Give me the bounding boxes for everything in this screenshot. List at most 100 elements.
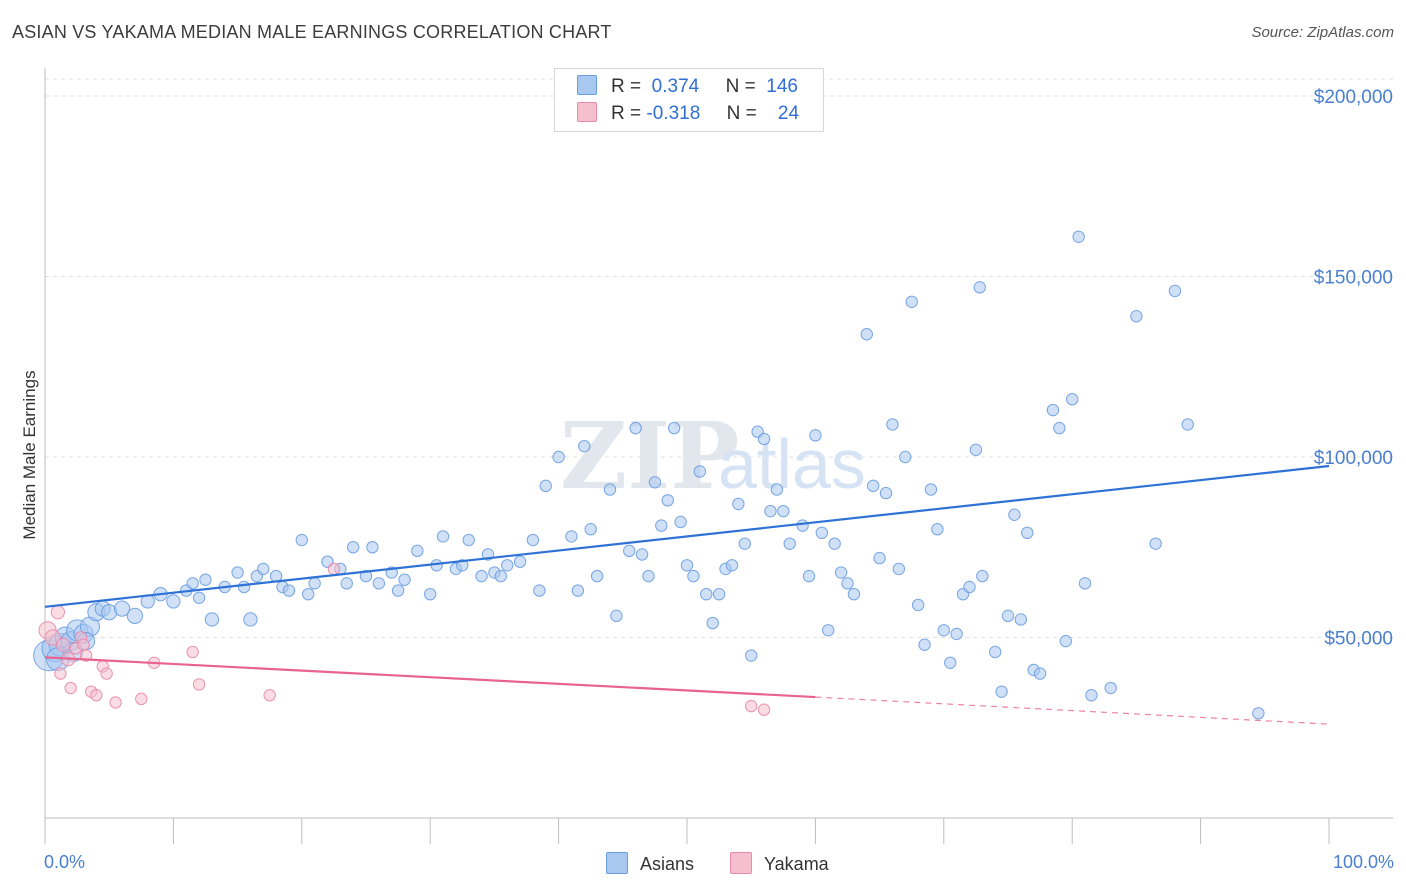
y-tick-label: $200,000 — [1314, 87, 1393, 108]
asians-point — [783, 537, 796, 550]
asians-point — [257, 562, 270, 576]
asians-point — [199, 573, 212, 586]
yakama-point — [100, 667, 113, 680]
y-tick-label: $150,000 — [1314, 268, 1393, 289]
yakama-point — [192, 678, 206, 691]
asians-point — [655, 519, 668, 532]
asians-point — [757, 432, 771, 446]
asians-point — [578, 439, 591, 453]
asians-point — [340, 577, 353, 590]
asians-points — [33, 230, 1265, 720]
asians-point — [1168, 284, 1182, 298]
asians-point — [815, 526, 829, 540]
asians-point — [873, 551, 886, 565]
stats-legend: R = 0.374 N = 146 R = -0.318 N = 24 — [554, 68, 824, 132]
asians-point — [539, 479, 552, 493]
asians-point — [533, 584, 546, 597]
asians-point — [732, 497, 745, 511]
yakama-point — [44, 629, 61, 646]
asians-point — [969, 443, 983, 456]
asians-point — [899, 450, 912, 464]
axes — [44, 68, 1393, 844]
asians-point — [764, 504, 777, 518]
asians-point — [565, 530, 578, 543]
y-tick-label: $100,000 — [1314, 448, 1393, 469]
asians-point — [295, 533, 308, 547]
asians-point — [860, 328, 873, 341]
asians-point — [1053, 421, 1066, 435]
asians-point — [911, 598, 925, 612]
yakama-point — [54, 667, 67, 680]
asians-point — [1181, 418, 1194, 431]
asians-point — [995, 685, 1008, 698]
asians-point — [204, 612, 220, 627]
asians-point — [976, 569, 989, 583]
legend-row-asians: R = 0.374 N = 146 — [577, 75, 798, 99]
asians-n-value: 146 — [766, 76, 798, 97]
asians-point — [879, 486, 893, 500]
yakama-r-value: -0.318 — [646, 103, 701, 124]
asians-point — [590, 569, 604, 583]
asians-point — [802, 569, 816, 583]
asians-point — [1001, 609, 1015, 623]
asians-point — [687, 569, 700, 583]
asians-swatch — [577, 75, 597, 95]
y-tick-label: $50,000 — [1324, 629, 1393, 650]
asians-point — [680, 559, 694, 572]
x-tick-max: 100.0% — [1332, 852, 1394, 872]
asians-legend-label: Asians — [640, 854, 695, 874]
yakama-point — [757, 703, 771, 716]
asians-point — [584, 523, 597, 536]
bottom-legend-asians: Asians — [606, 852, 694, 875]
asians-point — [462, 533, 475, 547]
yakama-point — [64, 681, 77, 695]
asians-point — [918, 638, 931, 651]
asians-trend-line — [44, 464, 1330, 608]
asians-point — [359, 569, 373, 583]
bottom-legend-yakama: Yakama — [730, 852, 829, 875]
asians-point — [841, 577, 854, 590]
asians-point — [1130, 310, 1143, 323]
yakama-point — [55, 637, 71, 652]
asians-point — [1149, 537, 1162, 550]
yakama-point — [135, 692, 148, 706]
asians-point — [1072, 230, 1085, 243]
watermark-atlas: atlas — [718, 425, 866, 503]
asians-point — [501, 559, 514, 572]
asians-point — [1008, 508, 1021, 521]
asians-point — [166, 594, 181, 609]
asians-point — [745, 649, 758, 662]
yakama-swatch — [577, 102, 597, 122]
asians-point — [308, 577, 321, 590]
asians-point — [847, 587, 861, 601]
yakama-point — [109, 696, 122, 709]
yakama-point — [90, 689, 103, 702]
asians-point — [693, 465, 707, 478]
asians-point — [706, 616, 719, 630]
asians-point — [1085, 689, 1098, 702]
asians-point — [892, 562, 906, 576]
asians-point — [809, 429, 822, 442]
asians-point — [770, 483, 784, 496]
asians-point — [436, 530, 450, 543]
asians-point — [629, 421, 642, 435]
asians-point — [1059, 634, 1072, 648]
asians-point — [243, 612, 258, 627]
r-label: R = — [611, 103, 642, 124]
asians-point — [366, 541, 379, 554]
asians-point — [866, 479, 880, 493]
asians-point — [113, 600, 131, 617]
asians-point — [1046, 403, 1060, 417]
asians-point — [931, 523, 944, 536]
asians-point — [391, 584, 405, 597]
n-label: N = — [726, 103, 757, 124]
yakama-point — [77, 638, 90, 651]
asians-point — [282, 584, 296, 597]
asians-point — [346, 541, 360, 554]
yakama-point — [263, 689, 276, 702]
asians-point — [924, 483, 938, 496]
asians-point — [186, 577, 199, 590]
yakama-trend-extension — [815, 696, 1330, 725]
asians-point — [886, 418, 899, 431]
